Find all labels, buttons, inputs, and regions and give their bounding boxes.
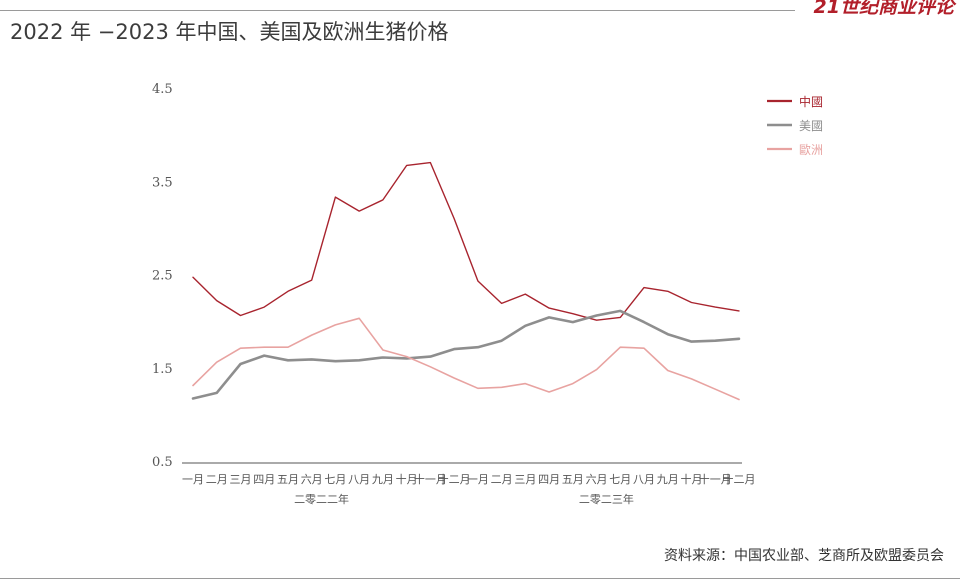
x-tick-label: 七月: [609, 473, 631, 486]
x-tick-label: 六月: [301, 473, 323, 486]
x-tick-label: 十二月: [438, 472, 471, 486]
x-tick-label: 八月: [348, 473, 370, 486]
x-tick-label: 五月: [562, 473, 584, 486]
bottom-rule: [0, 578, 960, 579]
x-tick-label: 十二月: [723, 472, 756, 486]
y-axis: 4.5 3.5 2.5 1.5 0.5: [152, 82, 173, 470]
x-tick-label: 二月: [206, 473, 228, 486]
y-tick-label: 1.5: [152, 362, 173, 377]
y-tick-label: 3.5: [152, 175, 173, 190]
x-tick-label: 八月: [633, 473, 655, 486]
y-tick-label: 0.5: [152, 455, 173, 470]
series-line-2: [192, 317, 740, 401]
x-tick-label: 四月: [538, 473, 560, 486]
x-tick-label: 九月: [657, 473, 679, 486]
x-tick-label: 十一月: [414, 472, 447, 486]
x-tick-label: 一月: [182, 473, 204, 486]
x-tick-label: 六月: [586, 473, 608, 486]
legend-label: 歐洲: [799, 142, 823, 157]
y-tick-label: 2.5: [152, 269, 173, 284]
x-tick-label: 七月: [324, 473, 346, 486]
x-tick-label: 五月: [277, 473, 299, 486]
series-group: [191, 161, 741, 401]
series-line-1: [191, 309, 741, 400]
legend-label: 美國: [799, 119, 823, 133]
chart-title: 2022 年 −2023 年中国、美国及欧洲生猪价格: [10, 20, 449, 44]
x-tick-label: 十月: [681, 472, 703, 486]
x-tick-label: 三月: [514, 473, 536, 486]
x-tick-label: 十一月: [699, 472, 732, 486]
brand-logo: 21世纪商业评论: [813, 0, 954, 18]
x-tick-label: 九月: [372, 473, 394, 486]
x-tick-label: 一月: [467, 473, 489, 486]
y-tick-label: 4.5: [152, 82, 173, 97]
line-chart: 4.53.52.51.50.5 一月 二月 三月 四月 五月 六月 七月 八月 九月 十月十一月十…: [152, 82, 823, 506]
x-tick-label: 十月: [396, 472, 418, 486]
x-tick-label: 三月: [229, 473, 251, 486]
top-rule: [0, 10, 795, 11]
source-note: 资料来源：中国农业部、芝商所及欧盟委员会: [664, 548, 944, 564]
series-line-0: [192, 161, 740, 321]
year-group-label: 二零二三年: [579, 492, 634, 506]
year-group-label: 二零二二年: [294, 492, 349, 506]
x-tick-label: 二月: [491, 473, 513, 486]
x-tick-label: 四月: [253, 473, 275, 486]
legend-label: 中國: [799, 94, 823, 109]
